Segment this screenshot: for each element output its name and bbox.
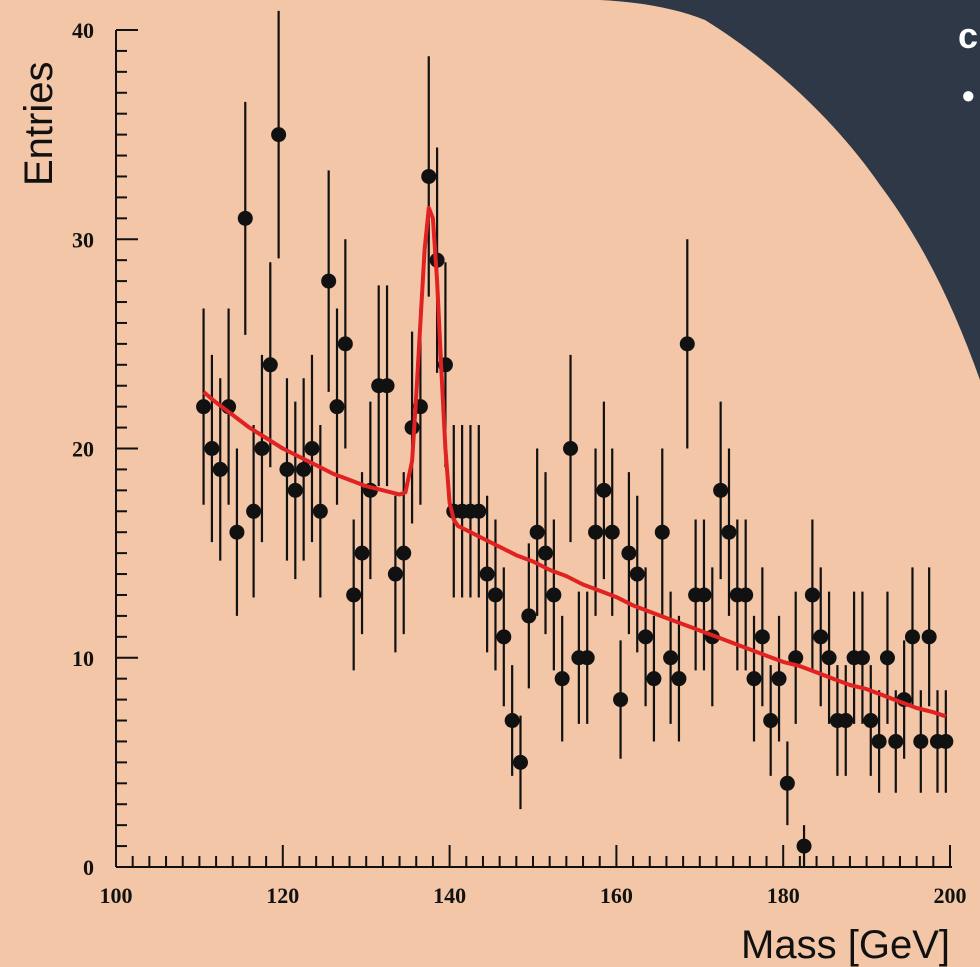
data-point <box>904 629 920 645</box>
data-point <box>471 503 487 519</box>
x-tick-label: 100 <box>100 883 133 908</box>
corner-heading-fragment: c <box>958 15 978 56</box>
data-point <box>254 441 270 456</box>
data-point <box>521 608 537 624</box>
data-point <box>304 441 320 456</box>
data-point <box>621 545 637 561</box>
data-point <box>796 838 812 854</box>
data-point <box>246 503 262 519</box>
y-tick-label: 10 <box>72 646 94 671</box>
data-point <box>262 357 278 373</box>
data-point <box>421 168 437 184</box>
data-point <box>696 587 712 603</box>
data-point <box>496 629 512 645</box>
x-tick-label: 180 <box>767 883 800 908</box>
data-point <box>921 629 937 645</box>
data-point <box>779 775 795 791</box>
data-point <box>329 399 345 415</box>
data-point <box>287 482 303 498</box>
data-point <box>529 524 545 540</box>
error-bars <box>202 10 947 867</box>
data-point <box>646 671 662 687</box>
data-point <box>479 566 495 582</box>
x-tick-labels: 100 120 140 160 180 200 <box>100 883 967 908</box>
data-point <box>663 650 679 666</box>
data-point <box>504 713 520 729</box>
data-point <box>938 733 954 749</box>
data-point <box>279 461 295 477</box>
data-point <box>746 671 762 687</box>
x-tick-label: 120 <box>266 883 299 908</box>
data-point <box>596 482 612 498</box>
data-point <box>671 671 687 687</box>
dark-corner-shape <box>600 0 980 380</box>
data-point <box>838 713 854 729</box>
fit-curve <box>202 205 947 719</box>
data-point <box>229 524 245 540</box>
data-point <box>196 399 212 415</box>
data-point <box>754 629 770 645</box>
x-tick-label: 160 <box>600 883 633 908</box>
data-point <box>654 524 670 540</box>
y-tick-label: 0 <box>83 855 94 880</box>
data-point <box>679 336 695 352</box>
data-point <box>713 482 729 498</box>
data-point <box>512 754 528 770</box>
y-tick-label: 40 <box>72 18 94 43</box>
axes <box>115 29 952 868</box>
data-point <box>721 524 737 540</box>
y-tick-label: 20 <box>72 437 94 462</box>
data-point <box>638 629 654 645</box>
data-point <box>563 441 579 456</box>
y-axis-title: Entries <box>17 62 61 187</box>
data-point <box>788 650 804 666</box>
data-point <box>604 524 620 540</box>
data-point <box>379 378 395 394</box>
data-point <box>871 733 887 749</box>
data-point <box>763 713 779 729</box>
data-point <box>854 650 870 666</box>
x-tick-label: 140 <box>433 883 466 908</box>
data-point <box>913 733 929 749</box>
data-point <box>588 524 604 540</box>
data-point <box>296 461 312 477</box>
data-point <box>821 650 837 666</box>
data-point <box>738 587 754 603</box>
data-point <box>354 545 370 561</box>
y-tick-label: 30 <box>72 227 94 252</box>
data-point <box>237 210 253 226</box>
data-point <box>538 545 554 561</box>
data-point <box>771 671 787 687</box>
x-axis-title: Mass [GeV] <box>741 923 950 967</box>
data-point <box>863 713 879 729</box>
data-point <box>546 587 562 603</box>
data-point <box>271 127 287 143</box>
data-point <box>346 587 362 603</box>
data-point <box>813 629 829 645</box>
data-point <box>321 273 337 289</box>
data-point <box>804 587 820 603</box>
data-point <box>387 566 403 582</box>
data-point <box>337 336 353 352</box>
data-point <box>554 671 570 687</box>
data-point <box>204 441 220 456</box>
data-point <box>613 692 629 708</box>
data-point <box>879 650 895 666</box>
data-point <box>888 733 904 749</box>
data-point <box>629 566 645 582</box>
data-point <box>396 545 412 561</box>
data-point <box>212 461 228 477</box>
data-point <box>579 650 595 666</box>
corner-bullet: • <box>962 75 975 116</box>
data-point <box>487 587 503 603</box>
y-tick-labels: 0 10 20 30 40 <box>72 18 94 880</box>
x-tick-label: 200 <box>934 883 967 908</box>
data-point <box>312 503 328 519</box>
data-points <box>196 127 954 854</box>
